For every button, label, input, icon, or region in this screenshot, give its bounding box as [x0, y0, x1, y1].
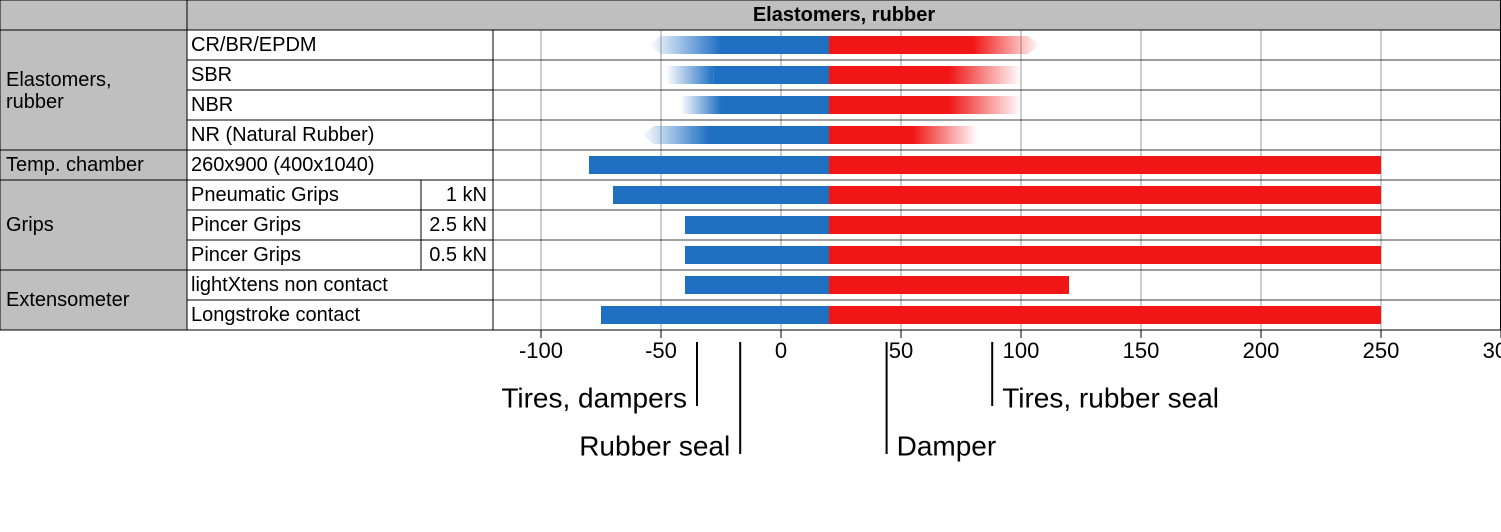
- group-label: Temp. chamber: [6, 154, 144, 176]
- bar-hot: [829, 126, 913, 144]
- row-label: NR (Natural Rubber): [191, 124, 374, 146]
- axis-tick-label: 0: [775, 338, 787, 363]
- bar-cold: [685, 246, 829, 264]
- bar-hot: [829, 306, 1381, 324]
- bar-hot: [829, 246, 1381, 264]
- annotation-label: Tires, dampers: [501, 382, 687, 413]
- bar-hot: [829, 216, 1381, 234]
- row-sub: 0.5 kN: [429, 244, 487, 266]
- row-label: 260x900 (400x1040): [191, 154, 374, 176]
- bar-hot: [829, 36, 973, 54]
- row-label: Pneumatic Grips: [191, 184, 339, 206]
- bar-cold: [709, 126, 829, 144]
- bar-hot-fade: [913, 126, 978, 144]
- bar-hot-fade: [949, 66, 1021, 84]
- row-label: Pincer Grips: [191, 244, 301, 266]
- bar-cold-fade-arrow: [649, 36, 721, 54]
- bar-hot: [829, 96, 949, 114]
- bar-cold-fade: [680, 96, 721, 114]
- axis-tick-label: 50: [889, 338, 913, 363]
- group-label: Grips: [6, 214, 54, 236]
- bar-cold: [714, 66, 829, 84]
- axis-tick-label: 150: [1123, 338, 1160, 363]
- header-title: Elastomers, rubber: [753, 4, 936, 26]
- annotation-label: Rubber seal: [579, 430, 730, 461]
- bar-cold: [601, 306, 829, 324]
- bar-cold-fade: [666, 66, 714, 84]
- bar-cold: [589, 156, 829, 174]
- group-label: Elastomers,: [6, 69, 112, 91]
- axis-tick-label: 300: [1483, 338, 1501, 363]
- row-sub: 1 kN: [446, 184, 487, 206]
- bar-hot: [829, 156, 1381, 174]
- axis-tick-label: -50: [645, 338, 677, 363]
- group-label: Extensometer: [6, 289, 130, 311]
- bar-cold: [685, 216, 829, 234]
- bar-cold: [613, 186, 829, 204]
- annotation-label: Tires, rubber seal: [1002, 382, 1219, 413]
- row-label: CR/BR/EPDM: [191, 34, 317, 56]
- row-label: Longstroke contact: [191, 304, 360, 326]
- axis-tick-label: -100: [519, 338, 563, 363]
- axis-tick-label: 100: [1003, 338, 1040, 363]
- bar-hot-fade-arrow: [973, 36, 1040, 54]
- axis-tick-label: 200: [1243, 338, 1280, 363]
- row-label: Pincer Grips: [191, 214, 301, 236]
- bar-hot: [829, 276, 1069, 294]
- row-label: SBR: [191, 64, 232, 86]
- group-label: rubber: [6, 91, 64, 113]
- bar-hot: [829, 66, 949, 84]
- bar-cold: [685, 276, 829, 294]
- bar-hot: [829, 186, 1381, 204]
- row-sub: 2.5 kN: [429, 214, 487, 236]
- row-label-cell: [187, 60, 493, 90]
- bar-cold: [721, 96, 829, 114]
- annotation-label: Damper: [897, 430, 997, 461]
- header-corner: [0, 0, 187, 30]
- bar-hot-fade: [949, 96, 1021, 114]
- bar-cold: [721, 36, 829, 54]
- axis-tick-label: 250: [1363, 338, 1400, 363]
- row-label: NBR: [191, 94, 233, 116]
- bar-cold-fade-arrow: [642, 126, 709, 144]
- row-label: lightXtens non contact: [191, 274, 388, 296]
